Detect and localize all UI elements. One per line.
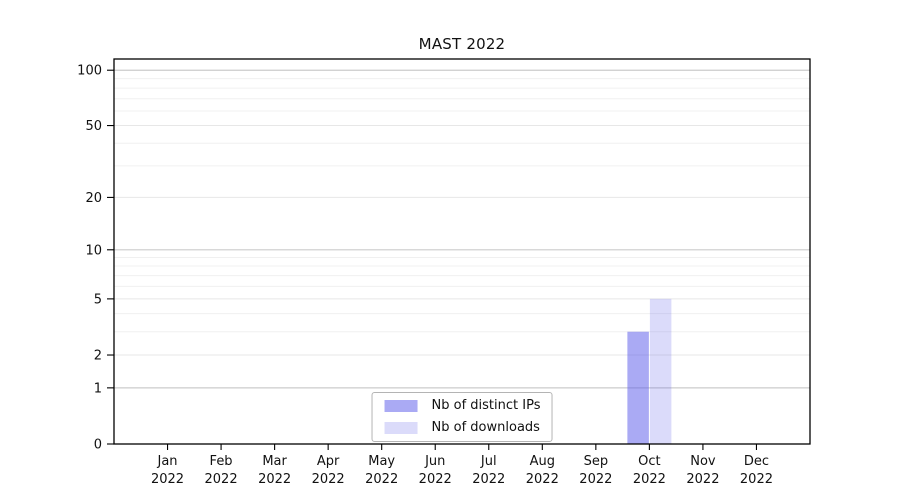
legend: Nb of distinct IPs Nb of downloads — [371, 392, 553, 442]
y-gridlines-minor — [114, 78, 810, 333]
x-tick-label-year: 2022 — [526, 472, 559, 487]
x-tick-label-month: Jun — [424, 454, 445, 469]
x-tick-label-month: Jul — [480, 454, 497, 469]
y-axis-ticks — [107, 69, 114, 445]
x-tick-label-year: 2022 — [633, 472, 666, 487]
x-axis-ticks — [166, 444, 758, 450]
y-gridlines-decade — [114, 69, 810, 389]
legend-label-downloads: Nb of downloads — [431, 420, 540, 435]
y-tick-label: 5 — [94, 292, 102, 307]
x-tick-label-month: Nov — [690, 454, 716, 469]
y-tick-label: 10 — [85, 243, 102, 258]
chart-title: MAST 2022 — [418, 35, 506, 53]
legend-item-downloads: Nb of downloads — [384, 420, 541, 435]
y-tick-label: 2 — [94, 349, 102, 364]
x-tick-label-year: 2022 — [740, 472, 773, 487]
plot-frame — [113, 58, 811, 445]
x-tick-label-month: Oct — [638, 454, 660, 469]
y-tick-label: 0 — [94, 438, 102, 453]
x-axis-tick-labels: Jan 2022 Feb 2022 Mar 2022 Apr 2022 May 2022 Jun 20… — [151, 454, 773, 487]
bars — [627, 298, 672, 444]
x-tick-label-month: Feb — [210, 454, 233, 469]
x-tick-label-year: 2022 — [365, 472, 398, 487]
x-tick-label-year: 2022 — [419, 472, 452, 487]
x-tick-label-year: 2022 — [312, 472, 345, 487]
x-tick-label-year: 2022 — [205, 472, 238, 487]
x-tick-label-month: Aug — [530, 454, 555, 469]
y-tick-label: 50 — [85, 119, 102, 134]
x-tick-label-year: 2022 — [472, 472, 505, 487]
bar-nb-of-distinct-ips-oct-2022 — [627, 331, 649, 444]
x-tick-label-year: 2022 — [686, 472, 719, 487]
y-tick-label: 20 — [85, 191, 102, 206]
y-gridlines-major — [114, 125, 810, 356]
x-tick-label-year: 2022 — [151, 472, 184, 487]
x-tick-label-year: 2022 — [579, 472, 612, 487]
legend-swatch-downloads — [384, 422, 418, 434]
x-tick-label-month: Apr — [317, 454, 340, 469]
legend-item-distinct-ips: Nb of distinct IPs — [384, 398, 541, 413]
legend-label-distinct-ips: Nb of distinct IPs — [431, 398, 541, 413]
x-tick-label-month: May — [368, 454, 395, 469]
y-tick-label: 100 — [77, 64, 102, 79]
y-tick-label: 1 — [94, 381, 102, 396]
x-tick-label-month: Mar — [262, 454, 287, 469]
x-tick-label-year: 2022 — [258, 472, 291, 487]
x-tick-label-month: Sep — [584, 454, 609, 469]
legend-swatch-distinct-ips — [384, 400, 418, 412]
y-axis-tick-labels: 0 1 2 5 10 20 50 100 — [77, 64, 102, 453]
bar-nb-of-downloads-oct-2022 — [649, 298, 672, 444]
x-tick-label-month: Jan — [157, 454, 178, 469]
x-tick-label-month: Dec — [744, 454, 769, 469]
